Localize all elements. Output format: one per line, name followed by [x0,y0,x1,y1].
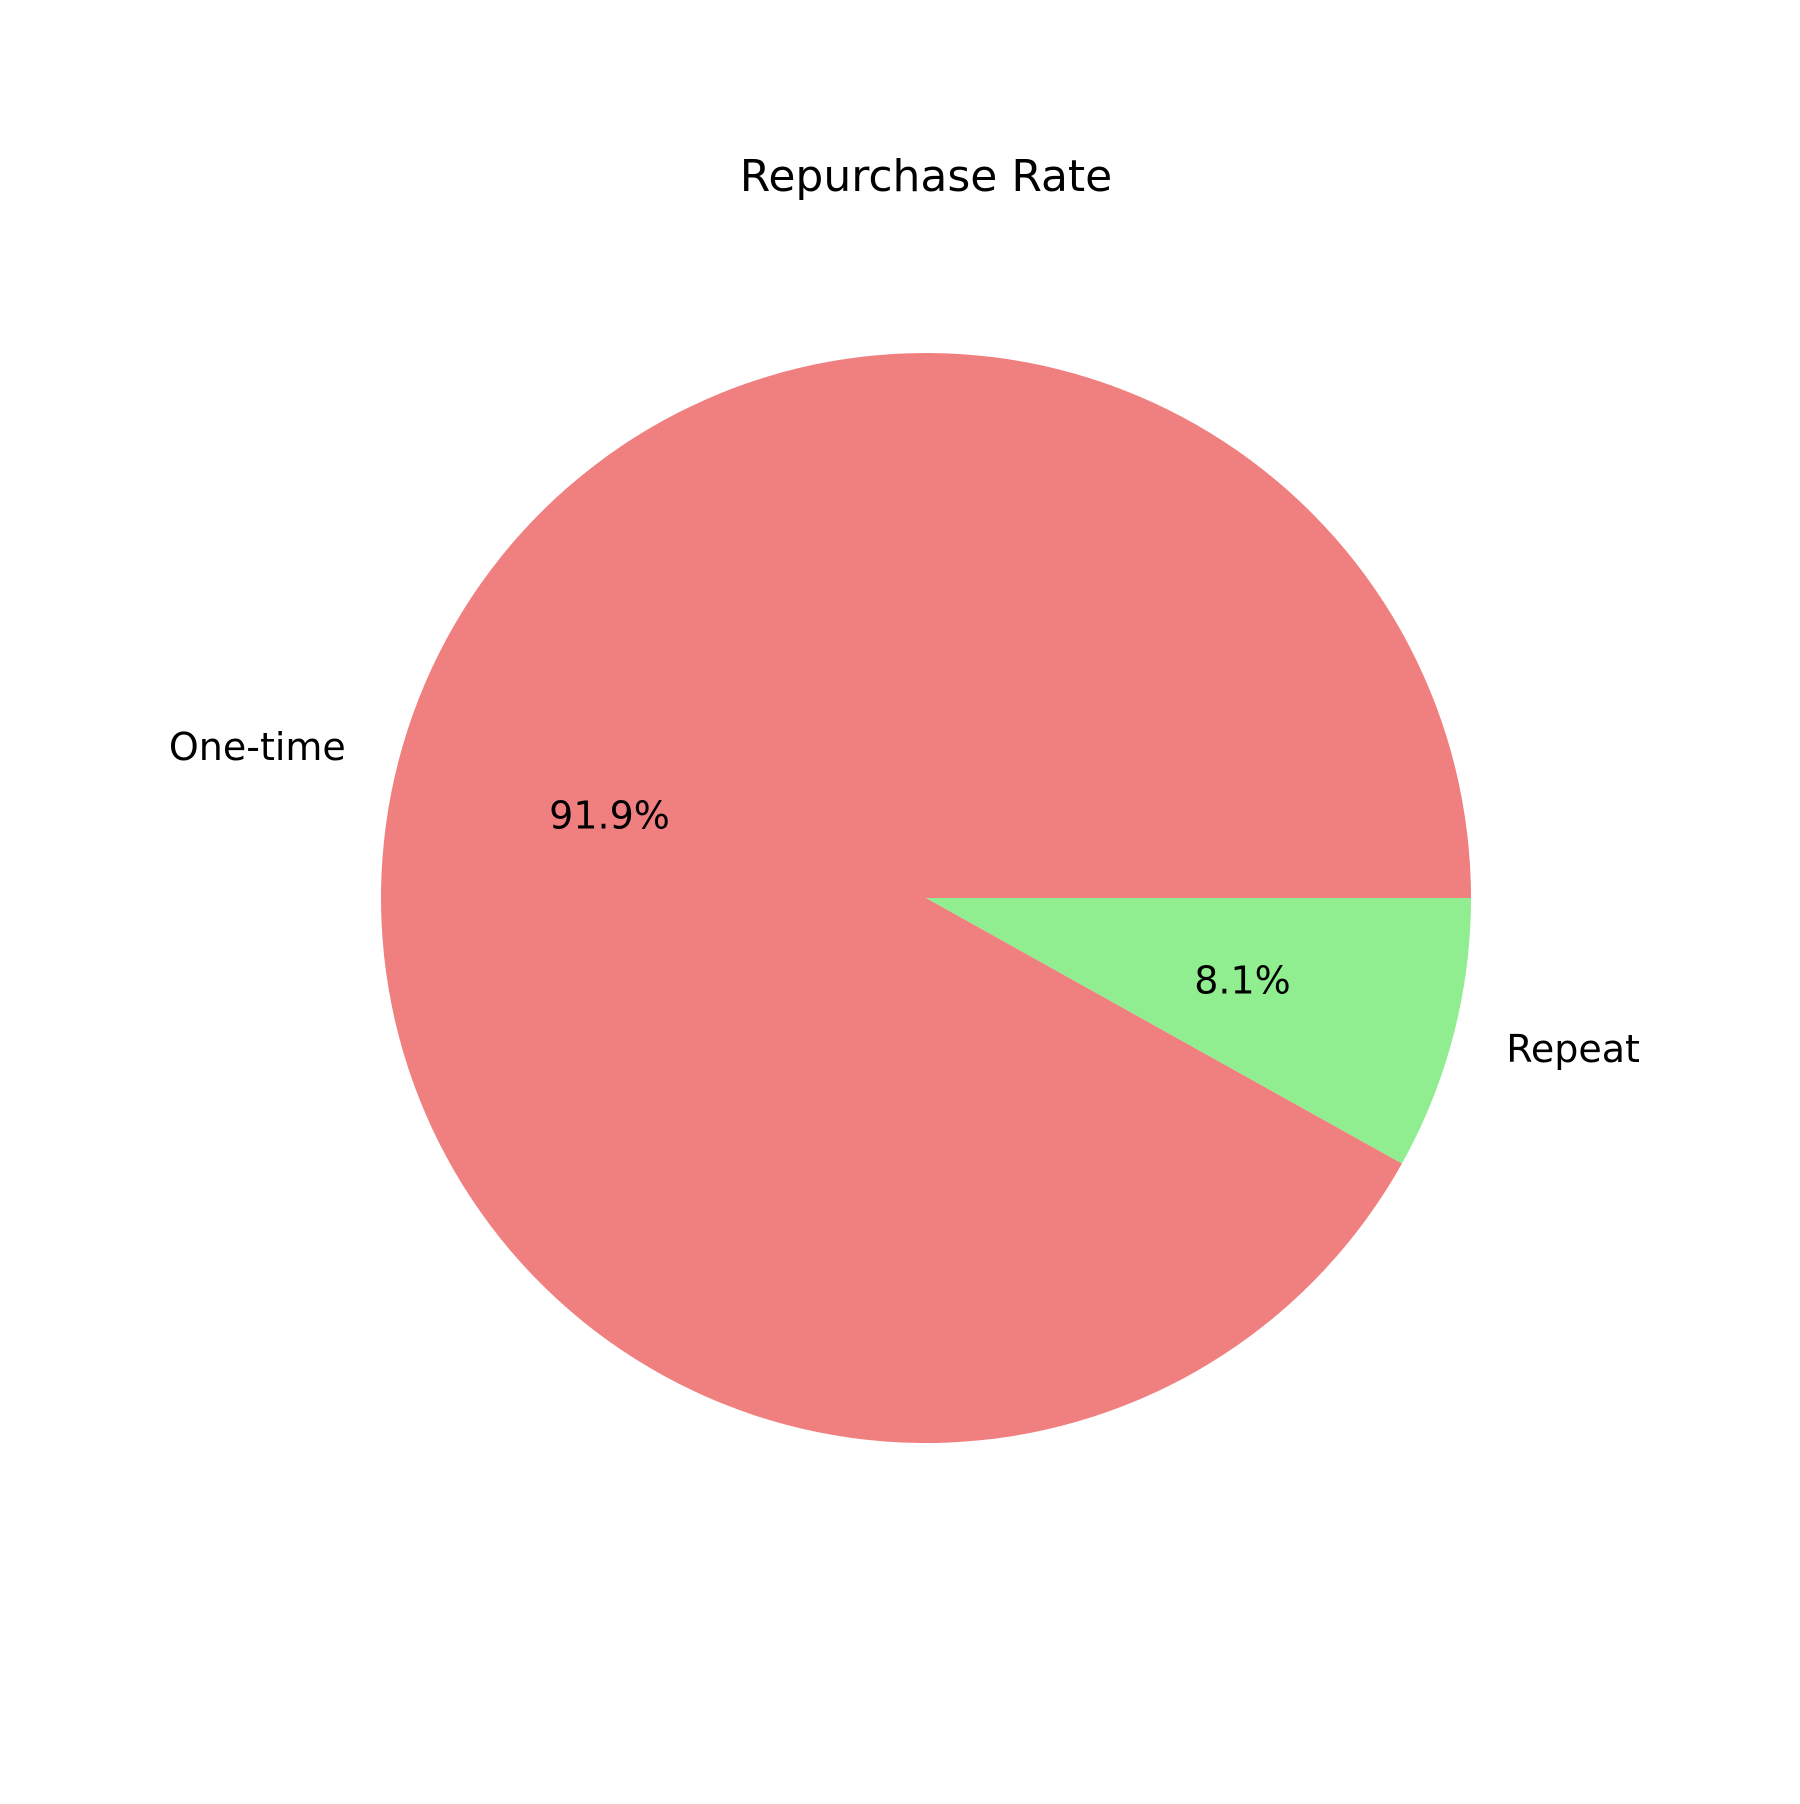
chart-title: Repurchase Rate [740,151,1113,202]
pie-labels: One-time 91.9% Repeat 8.1% [169,725,1640,1071]
pct-label-one-time: 91.9% [549,794,670,838]
slice-label-repeat: Repeat [1506,1027,1640,1071]
pct-label-repeat: 8.1% [1194,958,1291,1002]
pie-slice-repeat [926,898,1471,1164]
pie-slices [381,352,1472,1444]
slice-label-one-time: One-time [169,725,346,769]
